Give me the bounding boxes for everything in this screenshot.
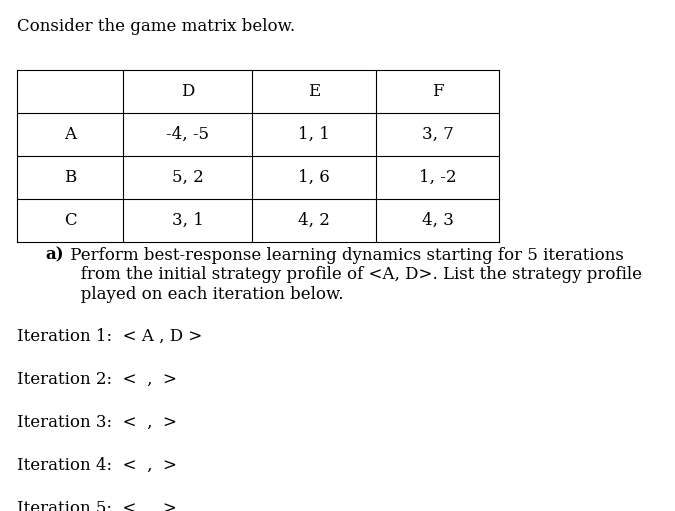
Text: D: D — [181, 83, 194, 100]
Text: Iteration 1:  < A , D >: Iteration 1: < A , D > — [17, 328, 202, 345]
Text: A: A — [64, 126, 76, 143]
Text: 5, 2: 5, 2 — [172, 169, 204, 186]
Text: Iteration 5:  <  ,  >: Iteration 5: < , > — [17, 500, 177, 511]
Text: F: F — [432, 83, 443, 100]
Text: Iteration 4:  <  ,  >: Iteration 4: < , > — [17, 457, 177, 474]
Text: 4, 3: 4, 3 — [422, 212, 454, 229]
Text: -4, -5: -4, -5 — [167, 126, 209, 143]
Text: 1, 1: 1, 1 — [298, 126, 330, 143]
Text: Iteration 3:  <  ,  >: Iteration 3: < , > — [17, 414, 177, 431]
Text: 1, -2: 1, -2 — [418, 169, 456, 186]
Text: Consider the game matrix below.: Consider the game matrix below. — [17, 18, 295, 35]
Text: C: C — [64, 212, 76, 229]
Text: E: E — [308, 83, 320, 100]
Text: 4, 2: 4, 2 — [298, 212, 330, 229]
Text: a): a) — [45, 247, 63, 264]
Text: 3, 1: 3, 1 — [172, 212, 204, 229]
Text: Iteration 2:  <  ,  >: Iteration 2: < , > — [17, 371, 177, 388]
Text: Perform best-response learning dynamics starting for 5 iterations
   from the in: Perform best-response learning dynamics … — [65, 247, 641, 303]
Text: 3, 7: 3, 7 — [422, 126, 454, 143]
Text: 1, 6: 1, 6 — [298, 169, 330, 186]
Text: B: B — [64, 169, 76, 186]
